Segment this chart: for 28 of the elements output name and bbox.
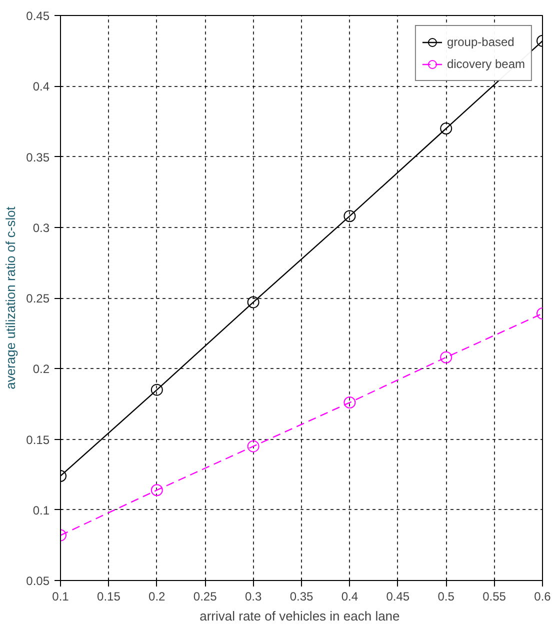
point (344, 396, 356, 409)
point (247, 440, 260, 452)
y-tick-label: 0.4 (32, 80, 50, 94)
point (247, 296, 260, 308)
x-axis-title: arrival rate of vehicles in each lane (200, 608, 400, 624)
x-tick-label: 0.6 (534, 590, 552, 604)
x-tick-label: 0.4 (341, 590, 358, 604)
x-tick-label: 0.15 (97, 590, 121, 604)
y-axis-title: average utilization ratio of c-slot (3, 206, 18, 390)
x-tick-label: 0.2 (148, 590, 166, 604)
y-tick-label: 0.25 (26, 292, 50, 306)
x-tick-label: 0.45 (386, 590, 410, 604)
y-tick-label: 0.05 (26, 574, 50, 588)
y-tick-label: 0.15 (26, 432, 50, 447)
x-tick-label: 0.5 (438, 590, 455, 604)
x-tick-label: 0.55 (482, 590, 506, 604)
legend-label: group-based (446, 35, 514, 49)
x-tick-label: 0.35 (290, 590, 314, 604)
y-tick-label: 0.1 (32, 503, 50, 518)
y-tick-label: 0.2 (32, 362, 50, 376)
x-tick-label: 0.3 (244, 590, 262, 604)
y-tick-label: 0.45 (26, 9, 50, 23)
x-tick-label: 0.25 (193, 590, 218, 604)
y-tick-label: 0.3 (32, 220, 50, 235)
legend-label: dicovery beam (446, 57, 525, 71)
x-tick-label: 0.1 (52, 590, 70, 604)
point (344, 210, 356, 222)
y-tick-label: 0.35 (26, 150, 50, 164)
